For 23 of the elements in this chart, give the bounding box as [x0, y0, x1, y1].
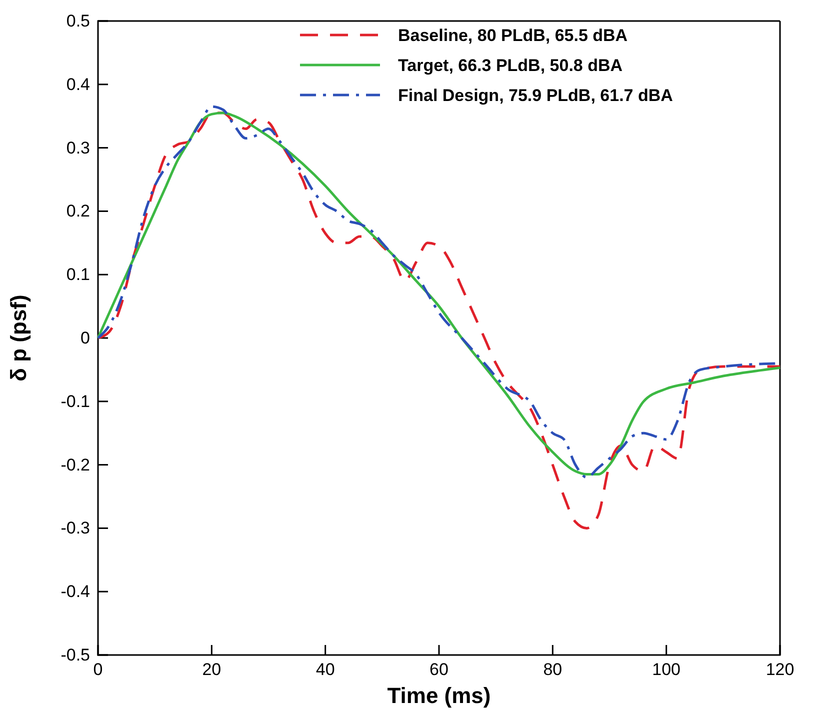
- y-tick-label: -0.3: [60, 518, 90, 538]
- y-tick-label: 0.5: [66, 11, 90, 30]
- y-tick-label: -0.5: [60, 645, 90, 664]
- y-axis-title: δ p (psf): [6, 294, 31, 382]
- x-tick-label: 60: [430, 660, 448, 680]
- legend-label: Baseline, 80 PLdB, 65.5 dBA: [398, 26, 628, 45]
- y-tick-label: -0.2: [60, 455, 90, 474]
- x-tick-label: 120: [766, 660, 794, 680]
- x-tick-label: 0: [93, 660, 103, 680]
- x-tick-label: 40: [316, 660, 335, 680]
- y-tick-label: 0.2: [66, 202, 90, 221]
- x-tick-label: 20: [202, 660, 222, 680]
- x-axis-title: Time (ms): [387, 683, 491, 708]
- y-tick-label: 0: [80, 328, 90, 348]
- legend-label: Target, 66.3 PLdB, 50.8 dBA: [398, 56, 623, 75]
- y-tick-label: 0.4: [66, 74, 90, 94]
- y-tick-label: 0.1: [66, 265, 90, 284]
- y-tick-label: -0.1: [60, 392, 90, 411]
- x-tick-label: 80: [543, 660, 562, 680]
- legend-label: Final Design, 75.9 PLdB, 61.7 dBA: [398, 86, 673, 105]
- y-tick-label: -0.4: [60, 582, 90, 602]
- x-tick-label: 100: [652, 660, 681, 680]
- y-tick-label: 0.3: [66, 138, 90, 158]
